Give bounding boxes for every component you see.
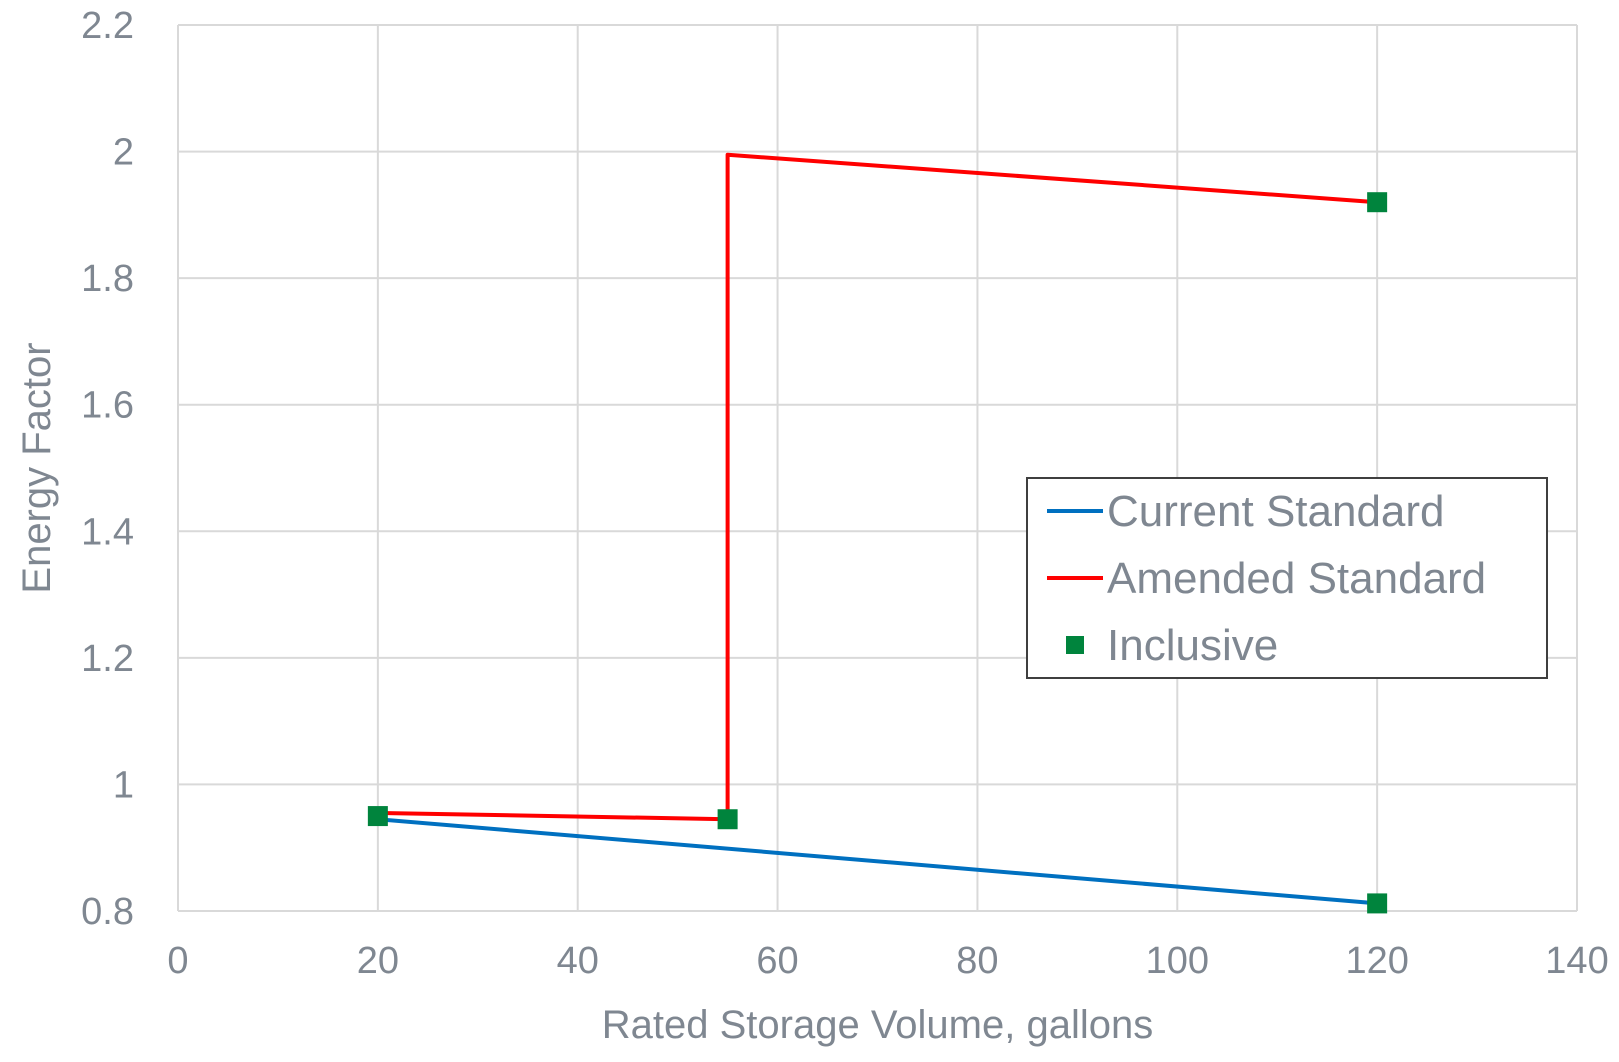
y-tick-label: 1.2 (81, 638, 134, 680)
series-line-current-standard (377, 817, 1378, 906)
inclusive-marker (1367, 893, 1388, 914)
y-tick-label: 2.2 (81, 5, 134, 47)
x-axis-title: Rated Storage Volume, gallons (602, 1003, 1153, 1047)
legend-label: Amended Standard (1107, 554, 1486, 603)
series-line-amended-standard (377, 152, 1378, 822)
x-tick-label: 120 (1345, 940, 1408, 982)
legend: Current Standard Amended Standard Inclusiv… (1026, 477, 1548, 679)
y-tick-label: 1.4 (81, 511, 134, 553)
y-tick-label: 1.6 (81, 385, 134, 427)
x-tick-label: 140 (1545, 940, 1608, 982)
plot-area (367, 152, 1388, 914)
x-tick-label: 0 (167, 940, 188, 982)
inclusive-marker (367, 806, 388, 827)
x-tick-label: 100 (1146, 940, 1209, 982)
x-tick-label: 80 (956, 940, 998, 982)
legend-box (1026, 477, 1548, 679)
legend-swatch (1066, 636, 1084, 654)
grid (177, 24, 1578, 912)
tick-labels: 0 20 40 60 80 100 120 140 0.8 1 1.2 1.4 1.6 1.8 2 2.2 (81, 5, 1609, 982)
y-axis-title: Energy Factor (15, 342, 59, 593)
x-tick-label: 40 (557, 940, 599, 982)
legend-label: Current Standard (1107, 487, 1445, 536)
inclusive-marker (717, 809, 738, 830)
y-tick-label: 2 (113, 132, 134, 174)
y-tick-label: 1 (113, 764, 134, 806)
legend-label: Inclusive (1107, 621, 1278, 670)
y-tick-label: 1.8 (81, 258, 134, 300)
y-tick-label: 0.8 (81, 891, 134, 933)
inclusive-marker (1367, 192, 1388, 213)
x-tick-label: 60 (756, 940, 798, 982)
x-tick-label: 20 (357, 940, 399, 982)
